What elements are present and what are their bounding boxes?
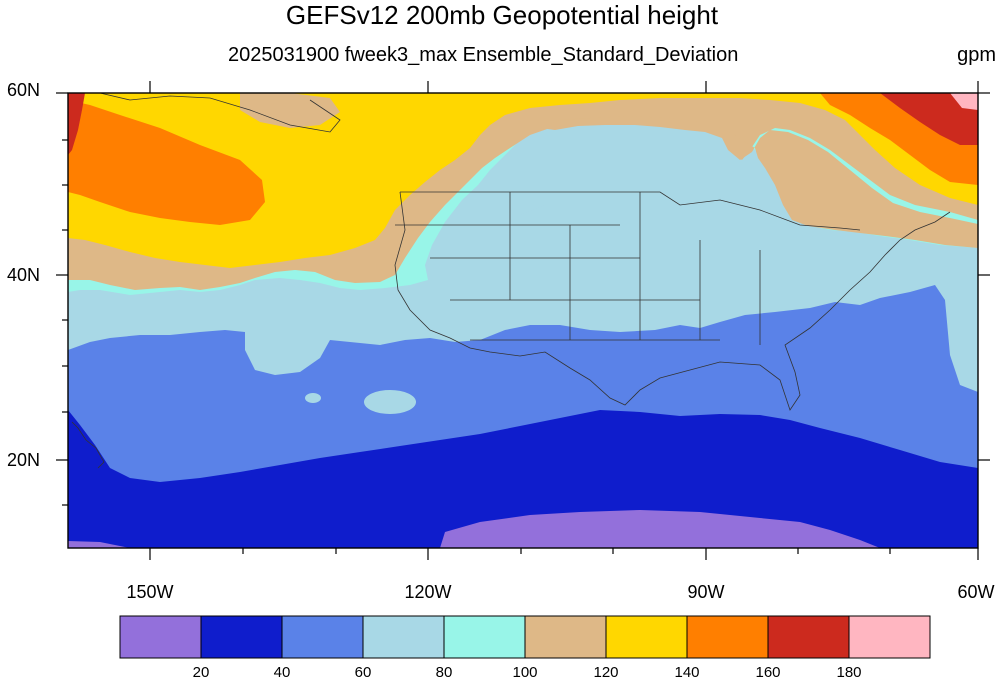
band-60-80-interior-2 — [568, 270, 605, 292]
lon-label-90w: 90W — [687, 582, 725, 602]
colorbar-tick-label: 140 — [674, 664, 700, 681]
band-140-160-west — [68, 100, 265, 225]
colorbar-swatch — [848, 615, 931, 659]
band-60-80-island — [364, 390, 416, 414]
band-60-80-interior — [470, 205, 760, 306]
colorbar-swatch — [686, 615, 769, 659]
contour-fields — [68, 93, 978, 548]
lat-label-60n: 60N — [6, 80, 40, 100]
band-160-180-east — [880, 93, 978, 145]
colorbar-swatch — [119, 615, 202, 659]
axis-ticks — [56, 81, 990, 560]
map-title: GEFSv12 200mb Geopotential height — [285, 0, 719, 30]
units-label: gpm — [957, 44, 996, 66]
colorbar-tick-label: 40 — [273, 664, 291, 681]
colorbar-tick-label: 20 — [192, 664, 210, 681]
band-100-120-alaska — [240, 93, 340, 128]
colorbar-swatch — [767, 615, 850, 659]
colorbar-tick-label: 100 — [512, 664, 538, 681]
colorbar-tick-label: 60 — [354, 664, 372, 681]
coastlines — [71, 93, 951, 469]
lon-label-60w: 60W — [957, 582, 995, 602]
colorbar-swatch — [443, 615, 526, 659]
colorbar-swatch — [281, 615, 364, 659]
band-180-plus — [950, 93, 978, 110]
colorbar-tick-label: 180 — [836, 664, 862, 681]
lat-label-40n: 40N — [6, 265, 40, 285]
band-100-120-northeast — [540, 116, 978, 248]
colorbar-swatch — [362, 615, 445, 659]
colorbar-swatch — [605, 615, 688, 659]
lat-label-20n: 20N — [6, 450, 40, 470]
lon-label-150w: 150W — [126, 582, 174, 602]
band-0-20-west — [68, 541, 130, 548]
band-0-20 — [440, 510, 880, 548]
colorbar-tick-label: 120 — [593, 664, 619, 681]
band-60-80-island-small — [305, 393, 321, 403]
band-120-140 — [68, 93, 978, 268]
colorbar — [119, 615, 931, 659]
colorbar-tick-label: 80 — [435, 664, 453, 681]
band-160-180-west — [68, 93, 85, 155]
colorbar-swatch — [524, 615, 607, 659]
colorbar-swatch — [200, 615, 283, 659]
lon-label-120w: 120W — [404, 582, 452, 602]
colorbar-tick-label: 160 — [755, 664, 781, 681]
map-subtitle: 2025031900 fweek3_max Ensemble_Standard_… — [228, 44, 739, 66]
